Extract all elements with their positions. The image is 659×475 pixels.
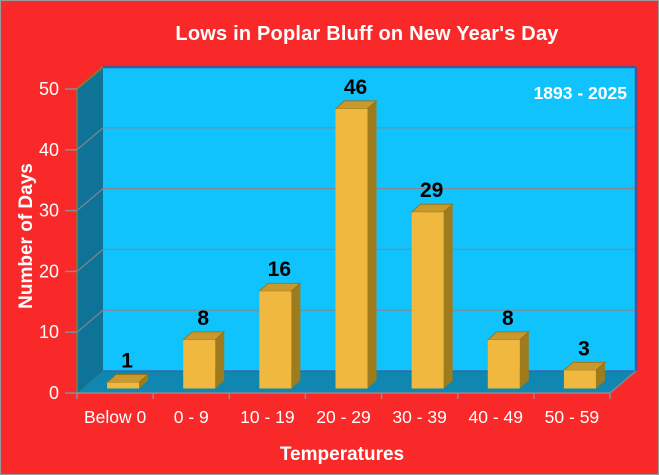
bar-side-face [291, 283, 301, 389]
wall-top-edge [76, 66, 104, 90]
wall-gridline [76, 188, 104, 212]
y-axis-tick-label: 10 [39, 322, 59, 342]
bar-side-face [443, 204, 453, 389]
bar-front-face [183, 339, 216, 389]
chart-side-wall [77, 67, 103, 393]
x-axis-tick-label: 40 - 49 [469, 407, 523, 427]
bar-value-label: 29 [420, 179, 443, 202]
year-range-annotation: 1893 - 2025 [533, 83, 627, 103]
bar-value-label: 3 [578, 337, 590, 360]
bar-front-face [335, 108, 368, 389]
bar-value-label: 46 [344, 76, 367, 99]
bar-value-label: 16 [268, 258, 291, 281]
bar-side-face [595, 362, 605, 389]
x-axis-tick-label: 20 - 29 [316, 407, 370, 427]
bar-front-face [487, 339, 520, 389]
bar-front-face [259, 291, 292, 389]
wall-gridline [76, 248, 104, 272]
x-axis-tick-label: 30 - 39 [392, 407, 446, 427]
x-axis-tick-label: 10 - 19 [240, 407, 294, 427]
x-axis-tick-label: 0 - 9 [174, 407, 209, 427]
bar-side-face [519, 331, 529, 389]
y-axis-tick-label: 20 [39, 261, 59, 281]
bar-front-face [107, 382, 140, 389]
floor-right-edge [609, 370, 637, 394]
y-axis-title: Number of Days [16, 163, 37, 309]
y-axis-tick-label: 40 [39, 140, 59, 160]
wall-gridline [76, 127, 104, 151]
bar-value-label: 8 [502, 307, 514, 330]
bar-side-face [139, 374, 149, 389]
bar-side-face [367, 100, 377, 389]
bar-value-label: 8 [197, 307, 209, 330]
y-axis-tick-label: 0 [49, 383, 59, 403]
bar-value-label: 1 [121, 349, 133, 372]
x-axis-tick-label: Below 0 [84, 407, 147, 427]
x-axis-title: Temperatures [279, 444, 405, 465]
y-axis-tick-label: 50 [39, 79, 59, 99]
chart-title: Lows in Poplar Bluff on New Year's Day [175, 23, 559, 45]
bar-front-face [411, 212, 444, 389]
y-axis-tick-label: 30 [39, 201, 59, 221]
x-axis-tick-label: 50 - 59 [545, 407, 599, 427]
bar-side-face [215, 331, 225, 389]
wall-gridline [76, 309, 104, 333]
bar-front-face [563, 370, 596, 389]
